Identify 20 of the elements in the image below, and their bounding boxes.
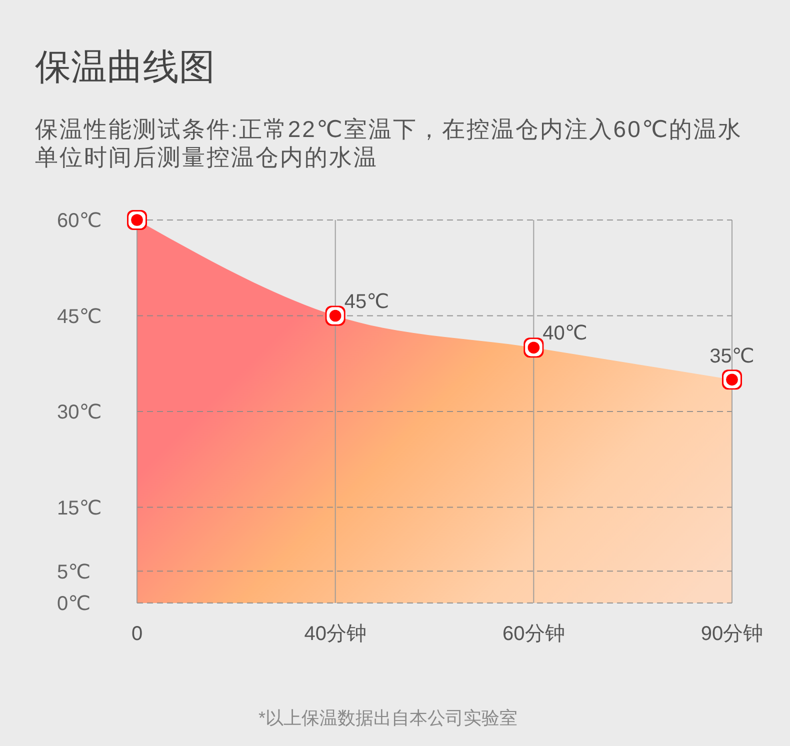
y-tick-label: 0℃ (57, 593, 91, 616)
y-tick-label: 45℃ (57, 306, 102, 328)
chart-title: 保温曲线图 (35, 46, 215, 87)
x-tick-label: 40分钟 (304, 623, 366, 645)
text: *以上保温数据出自本公司实验室 (258, 708, 518, 728)
y-tick-label: 5℃ (57, 561, 91, 584)
y-tick-label: 60℃ (57, 210, 102, 232)
x-tick-label: 0 (131, 623, 143, 645)
point (329, 310, 342, 322)
point (726, 374, 738, 386)
point (131, 214, 143, 226)
chart-subtitle: 保温性能测试条件:正常22℃室温下，在控温仓内注入60℃的温水单位时间后测量控温仓内的水温 (35, 115, 744, 171)
data-label: 45℃ (344, 290, 390, 313)
y-tick-label: 30℃ (57, 402, 102, 424)
data-label: 40℃ (542, 322, 588, 345)
y-tick-label: 15℃ (57, 497, 102, 520)
data-label: 35℃ (710, 346, 754, 368)
x-tick-label: 90分钟 (700, 623, 764, 645)
point (528, 342, 540, 354)
x-tick-label: 60分钟 (502, 623, 565, 645)
